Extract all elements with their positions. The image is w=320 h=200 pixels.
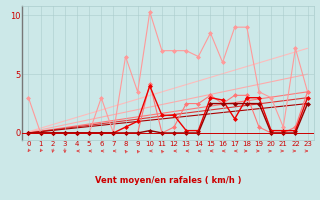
Text: Vent moyen/en rafales ( km/h ): Vent moyen/en rafales ( km/h ) xyxy=(95,176,241,185)
